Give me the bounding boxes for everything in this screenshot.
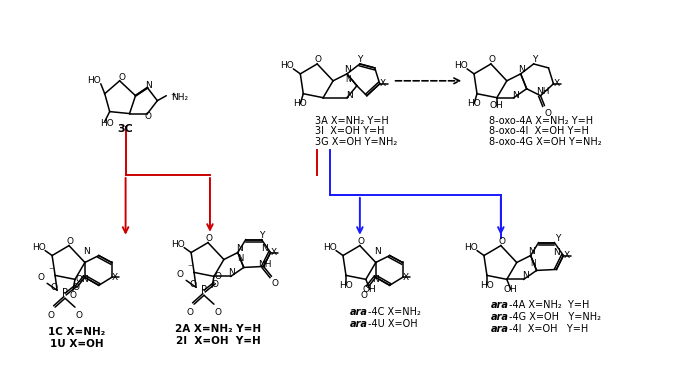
Text: NH: NH — [258, 260, 271, 269]
Text: O: O — [214, 272, 221, 281]
Text: N: N — [528, 247, 535, 256]
Text: O: O — [48, 311, 55, 319]
Text: X: X — [403, 273, 408, 282]
Text: X: X — [379, 79, 386, 88]
Text: 3I  X=OH Y=H: 3I X=OH Y=H — [315, 126, 385, 136]
Text: O: O — [212, 280, 219, 289]
Text: N: N — [519, 65, 525, 74]
Text: HO: HO — [467, 99, 481, 108]
Text: O: O — [118, 73, 125, 82]
Text: N: N — [145, 81, 152, 90]
Text: -4I  X=OH   Y=H: -4I X=OH Y=H — [509, 324, 588, 334]
Text: N: N — [373, 275, 379, 284]
Text: HO: HO — [464, 243, 478, 252]
Text: NH: NH — [536, 87, 549, 96]
Text: +: + — [171, 92, 176, 98]
Text: N: N — [228, 268, 235, 277]
Text: N: N — [512, 91, 519, 100]
Text: HO: HO — [281, 61, 295, 70]
Text: X: X — [271, 248, 277, 257]
Text: N: N — [238, 254, 244, 263]
Text: Y: Y — [357, 56, 362, 64]
Text: -4U X=OH: -4U X=OH — [368, 319, 417, 329]
Text: OH: OH — [504, 285, 518, 294]
Text: Y: Y — [532, 56, 537, 64]
Text: HO: HO — [87, 76, 101, 85]
Text: N: N — [82, 275, 88, 284]
Text: O: O — [186, 308, 194, 317]
Text: -4A X=NH₂  Y=H: -4A X=NH₂ Y=H — [509, 300, 589, 310]
Text: 3G X=OH Y=NH₂: 3G X=OH Y=NH₂ — [315, 137, 397, 147]
Text: 1U X=OH: 1U X=OH — [50, 339, 103, 349]
Text: P: P — [62, 288, 68, 298]
Text: N: N — [522, 271, 529, 280]
Text: HO: HO — [293, 99, 307, 108]
Text: O: O — [214, 308, 221, 317]
Text: HO: HO — [339, 281, 353, 290]
Text: ⁻: ⁻ — [49, 267, 53, 277]
Text: HO: HO — [454, 61, 468, 70]
Text: N: N — [531, 259, 536, 268]
Text: O: O — [545, 109, 552, 118]
Text: N: N — [347, 91, 353, 100]
Text: N: N — [261, 244, 268, 253]
Text: O: O — [38, 273, 45, 282]
Text: O: O — [360, 291, 367, 300]
Text: O: O — [272, 279, 279, 288]
Text: O: O — [206, 234, 212, 243]
Text: O: O — [69, 291, 77, 300]
Text: X: X — [563, 251, 569, 260]
Text: ara: ara — [490, 312, 509, 322]
Text: N: N — [345, 65, 351, 74]
Text: O: O — [66, 237, 73, 246]
Text: N: N — [375, 247, 381, 256]
Text: N: N — [84, 247, 90, 256]
Text: O: O — [177, 270, 184, 279]
Text: P: P — [201, 285, 207, 295]
Text: 2A X=NH₂ Y=H: 2A X=NH₂ Y=H — [175, 324, 261, 334]
Text: ⁻: ⁻ — [188, 264, 192, 273]
Text: Y: Y — [555, 234, 560, 243]
Text: X: X — [553, 79, 560, 88]
Text: 3A X=NH₂ Y=H: 3A X=NH₂ Y=H — [315, 116, 389, 126]
Text: O: O — [75, 311, 82, 319]
Text: O: O — [73, 283, 79, 292]
Text: N: N — [345, 75, 351, 84]
Text: OH: OH — [490, 101, 503, 110]
Text: 1C X=NH₂: 1C X=NH₂ — [49, 327, 105, 337]
Text: O: O — [488, 56, 495, 64]
Text: HO: HO — [100, 119, 114, 128]
Text: O: O — [314, 56, 322, 64]
Text: NH₂: NH₂ — [171, 93, 188, 102]
Text: N: N — [236, 244, 243, 253]
Text: Y: Y — [259, 231, 264, 240]
Text: O: O — [190, 280, 197, 289]
Text: ara: ara — [350, 319, 368, 329]
Text: O: O — [145, 112, 152, 121]
Text: 2I  X=OH  Y=H: 2I X=OH Y=H — [175, 336, 260, 346]
Text: -4C X=NH₂: -4C X=NH₂ — [368, 307, 421, 317]
Text: 8-oxo-4I  X=OH Y=H: 8-oxo-4I X=OH Y=H — [489, 126, 589, 136]
Text: N: N — [553, 248, 560, 257]
Text: ara: ara — [490, 324, 509, 334]
Text: 8-oxo-4G X=OH Y=NH₂: 8-oxo-4G X=OH Y=NH₂ — [489, 137, 601, 147]
Text: -4G X=OH   Y=NH₂: -4G X=OH Y=NH₂ — [509, 312, 601, 322]
Text: HO: HO — [480, 281, 494, 290]
Text: ara: ara — [350, 307, 368, 317]
Text: O: O — [75, 275, 82, 284]
Text: X: X — [112, 273, 118, 282]
Text: HO: HO — [171, 240, 185, 249]
Text: HO: HO — [323, 243, 337, 252]
Text: 8-oxo-4A X=NH₂ Y=H: 8-oxo-4A X=NH₂ Y=H — [489, 116, 593, 126]
Text: O: O — [498, 237, 506, 246]
Text: O: O — [358, 237, 364, 246]
Text: ara: ara — [490, 300, 509, 310]
Text: HO: HO — [32, 243, 46, 252]
Text: OH: OH — [363, 285, 377, 294]
Text: O: O — [51, 283, 58, 292]
Text: 3C: 3C — [118, 124, 134, 134]
